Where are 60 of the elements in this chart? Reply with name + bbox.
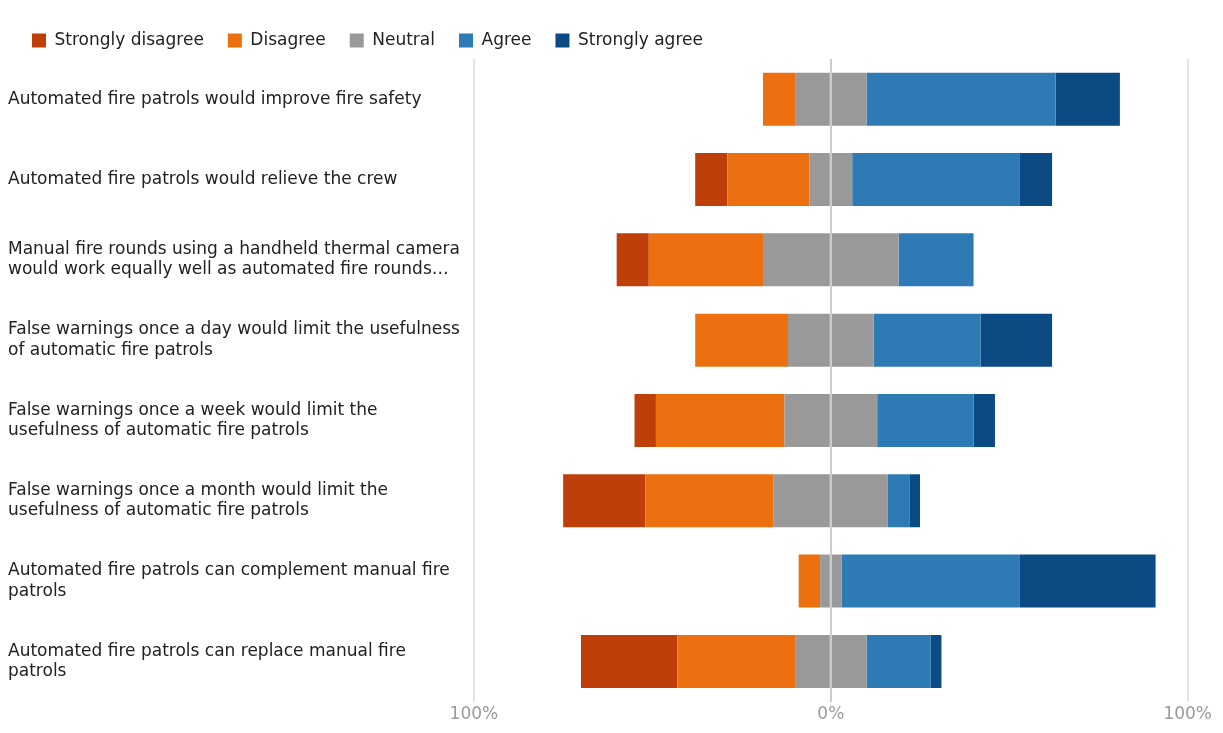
bar: [820, 554, 830, 608]
bar: [866, 72, 1056, 126]
bar: [887, 474, 910, 528]
bar: [655, 393, 785, 447]
bar: [795, 72, 830, 126]
bar: [634, 393, 656, 447]
bar: [909, 474, 921, 528]
y-tick-label: Automated fire patrols would improve fire safety: [8, 87, 422, 108]
bar: [795, 634, 830, 688]
bar: [563, 474, 646, 528]
bar: [1055, 72, 1120, 126]
x-tick-label: 100%: [449, 703, 499, 724]
bar: [784, 393, 830, 447]
bar: [787, 313, 830, 367]
bar: [831, 313, 874, 367]
bar: [645, 474, 774, 528]
bar: [831, 634, 867, 688]
bar: [980, 313, 1053, 367]
bar: [898, 233, 974, 287]
bar: [763, 233, 830, 287]
bar: [616, 233, 649, 287]
bar: [677, 634, 796, 688]
bar: [809, 152, 830, 206]
bar: [866, 634, 931, 688]
bar: [852, 152, 1020, 206]
bar: [1019, 152, 1053, 206]
bar: [930, 634, 942, 688]
bar: [580, 634, 678, 688]
y-tick-label: Manual fire rounds using a handheld thermal camera would work equally well as automated fire rounds…: [8, 238, 460, 279]
bar: [648, 233, 763, 287]
bar: [773, 474, 830, 528]
bar: [763, 72, 796, 126]
bar: [831, 393, 878, 447]
bar: [831, 474, 888, 528]
bar: [831, 233, 899, 287]
legend-label: Strongly disagree: [54, 28, 204, 49]
bar: [695, 152, 728, 206]
bar: [695, 313, 788, 367]
y-tick-label: False warnings once a day would limit the usefulness of automatic fire patrols: [8, 318, 461, 359]
bar: [831, 554, 842, 608]
legend-label: Agree: [481, 28, 532, 49]
bar: [798, 554, 821, 608]
x-tick-label: 0%: [817, 703, 845, 724]
bar: [841, 554, 1020, 608]
bar: [831, 72, 867, 126]
legend-label: Disagree: [250, 28, 326, 49]
bar: [831, 152, 853, 206]
x-tick-label: 100%: [1163, 703, 1212, 724]
bar: [727, 152, 810, 206]
y-tick-label: False warnings once a month would limit the usefulness of automatic fire patrols: [8, 479, 388, 520]
bar: [1019, 554, 1156, 608]
y-tick-label: False warnings once a week would limit the usefulness of automatic fire patrols: [8, 398, 378, 440]
legend-label: Neutral: [372, 28, 435, 49]
legend-label: Strongly agree: [577, 28, 703, 49]
bar: [873, 313, 981, 367]
y-tick-label: Automated fire patrols can replace manual fire patrols: [8, 639, 406, 681]
bar: [877, 393, 974, 447]
y-tick-label: Automated fire patrols can complement manual fire patrols: [8, 559, 450, 600]
bar: [973, 393, 995, 447]
y-tick-label: Automated fire patrols would relieve the crew: [8, 167, 398, 188]
